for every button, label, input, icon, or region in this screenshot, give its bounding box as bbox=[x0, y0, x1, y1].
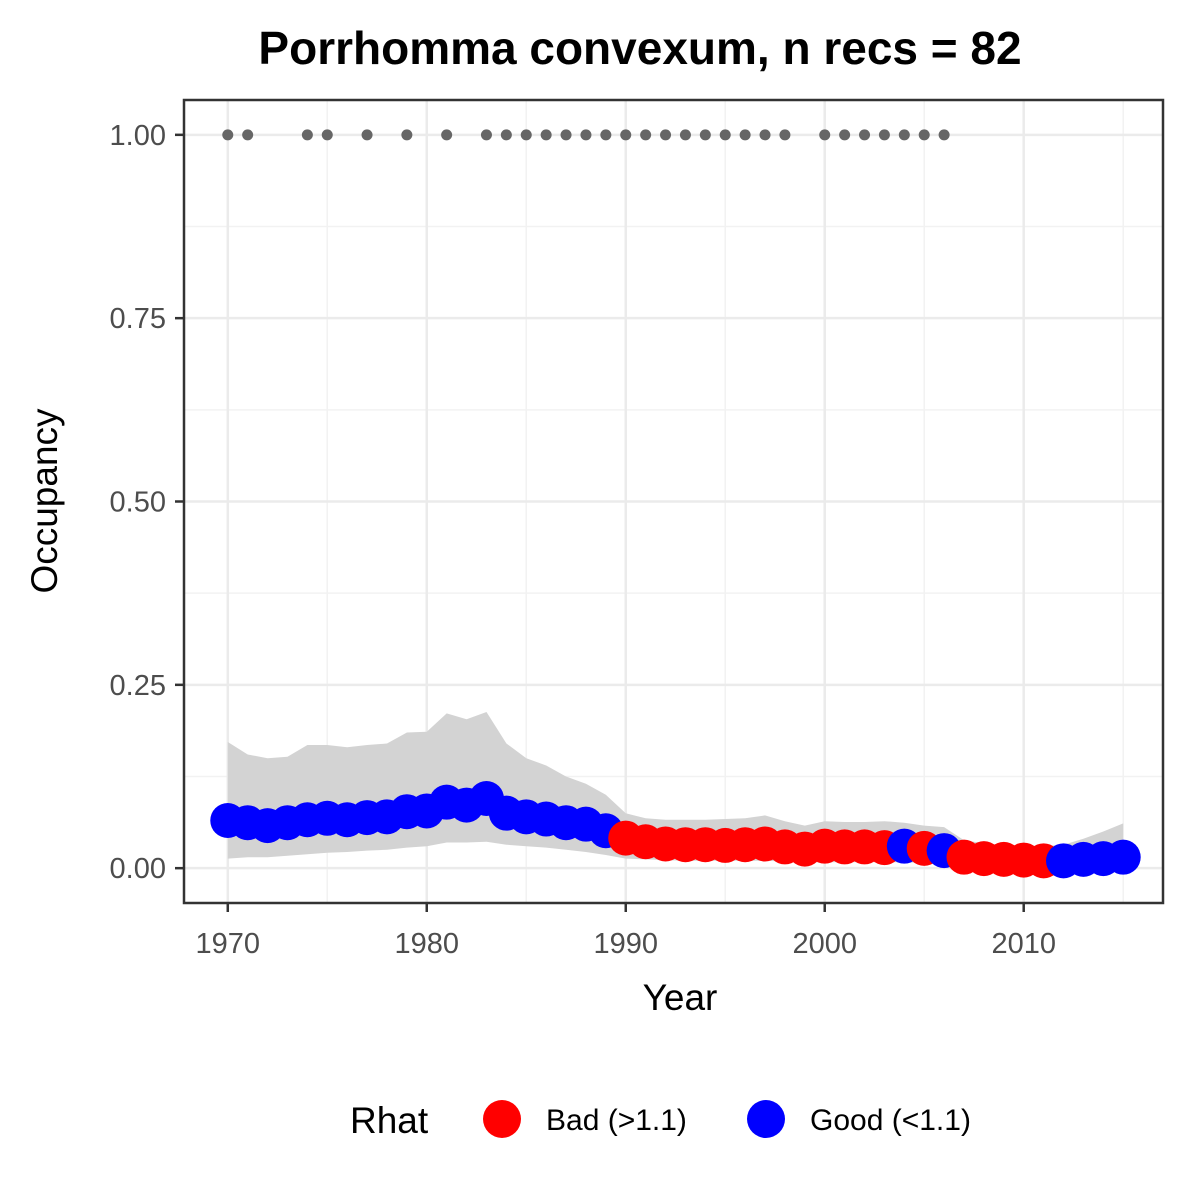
record-point bbox=[301, 129, 313, 141]
record-point bbox=[878, 129, 890, 141]
record-point bbox=[759, 129, 771, 141]
record-point bbox=[441, 129, 453, 141]
record-point bbox=[839, 129, 851, 141]
record-point bbox=[222, 129, 234, 141]
y-tick-label: 1.00 bbox=[110, 120, 166, 152]
x-tick-label: 1990 bbox=[593, 928, 658, 960]
legend: Rhat Bad (>1.1) Good (<1.1) bbox=[350, 1100, 971, 1141]
record-point bbox=[918, 129, 930, 141]
record-point bbox=[859, 129, 871, 141]
record-point bbox=[242, 129, 254, 141]
record-point bbox=[898, 129, 910, 141]
records-layer bbox=[222, 129, 950, 141]
record-point bbox=[620, 129, 632, 141]
x-tick-label: 1980 bbox=[395, 928, 460, 960]
record-point bbox=[500, 129, 512, 141]
legend-key-bad bbox=[483, 1100, 521, 1138]
legend-title: Rhat bbox=[350, 1100, 429, 1141]
record-point bbox=[361, 129, 373, 141]
record-point bbox=[560, 129, 572, 141]
legend-key-good bbox=[747, 1100, 785, 1138]
x-tick-label: 1970 bbox=[196, 928, 261, 960]
grid bbox=[184, 100, 1163, 903]
occupancy-point-good bbox=[1105, 839, 1141, 875]
x-tick-label: 2010 bbox=[991, 928, 1056, 960]
record-point bbox=[739, 129, 751, 141]
record-point bbox=[520, 129, 532, 141]
record-point bbox=[660, 129, 672, 141]
record-point bbox=[540, 129, 552, 141]
record-point bbox=[480, 129, 492, 141]
record-point bbox=[401, 129, 413, 141]
confidence-ribbon-layer bbox=[227, 712, 1124, 867]
record-point bbox=[600, 129, 612, 141]
record-point bbox=[779, 129, 791, 141]
record-point bbox=[321, 129, 333, 141]
record-point bbox=[719, 129, 731, 141]
record-point bbox=[679, 129, 691, 141]
record-point bbox=[819, 129, 831, 141]
occupancy-points-layer bbox=[210, 781, 1141, 879]
y-tick-label: 0.75 bbox=[110, 303, 166, 335]
legend-label-good: Good (<1.1) bbox=[810, 1104, 971, 1137]
y-tick-label: 0.50 bbox=[110, 487, 166, 519]
record-point bbox=[580, 129, 592, 141]
record-point bbox=[938, 129, 950, 141]
legend-label-bad: Bad (>1.1) bbox=[546, 1104, 687, 1137]
chart-title: Porrhomma convexum, n recs = 82 bbox=[258, 22, 1021, 74]
y-axis: 0.00 0.25 0.50 0.75 1.00 bbox=[110, 120, 184, 885]
y-tick-label: 0.25 bbox=[110, 670, 166, 702]
record-point bbox=[699, 129, 711, 141]
record-point bbox=[640, 129, 652, 141]
x-axis-title: Year bbox=[643, 977, 718, 1018]
y-axis-title: Occupancy bbox=[24, 408, 65, 594]
x-axis: 1970 1980 1990 2000 2010 bbox=[196, 903, 1056, 960]
confidence-ribbon bbox=[227, 712, 1124, 867]
x-tick-label: 2000 bbox=[792, 928, 857, 960]
y-tick-label: 0.00 bbox=[110, 853, 166, 885]
